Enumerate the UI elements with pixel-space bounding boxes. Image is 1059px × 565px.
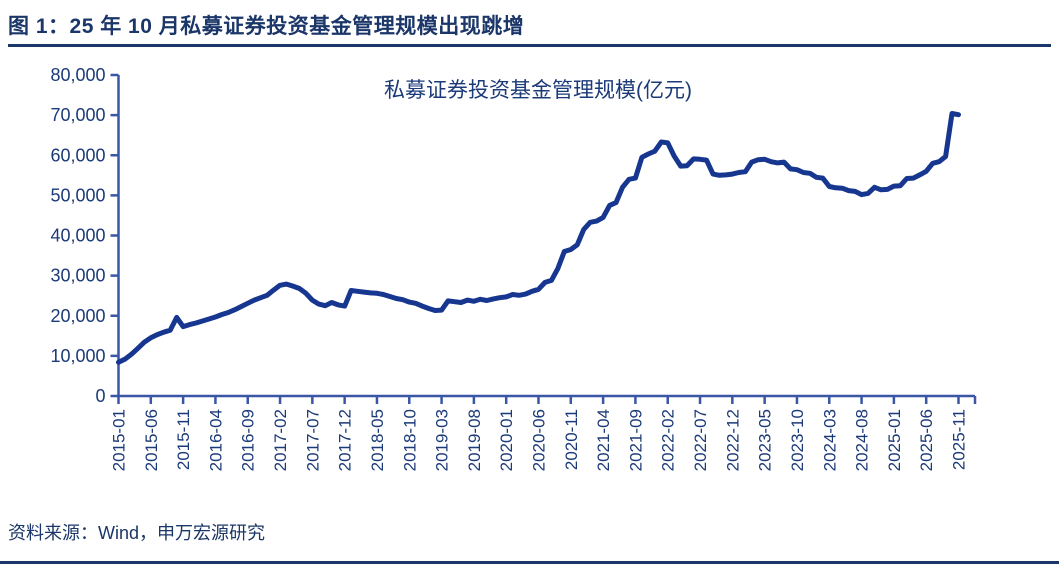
x-tick-label: 2019-08 — [465, 409, 484, 471]
x-tick-label: 2017-07 — [303, 409, 322, 471]
x-tick-label: 2020-01 — [497, 409, 516, 471]
bottom-rule — [0, 561, 1059, 564]
x-tick-label: 2018-05 — [368, 409, 387, 471]
x-tick-label: 2025-06 — [917, 409, 936, 471]
chart-area: 0 10,000 20,000 30,000 40,000 50,000 60,000 70,… — [0, 50, 1059, 510]
x-tick-label: 2025-01 — [885, 409, 904, 471]
y-tick-label: 70,000 — [50, 105, 105, 125]
y-tick-label: 20,000 — [50, 306, 105, 326]
x-tick-label: 2020-06 — [530, 409, 549, 471]
y-tick-label: 80,000 — [50, 65, 105, 85]
x-tick-label: 2015-06 — [142, 409, 161, 471]
x-tick-label: 2022-07 — [691, 409, 710, 471]
line-chart: 0 10,000 20,000 30,000 40,000 50,000 60,000 70,… — [50, 65, 977, 471]
y-tick-label: 60,000 — [50, 145, 105, 165]
x-tick-label: 2023-10 — [788, 409, 807, 471]
y-tick-label: 40,000 — [50, 226, 105, 246]
x-tick-label: 2015-11 — [174, 409, 193, 470]
x-tick-label: 2017-02 — [271, 409, 290, 471]
x-tick-label: 2020-11 — [562, 409, 581, 470]
chart-title: 私募证券投资基金管理规模(亿元) — [384, 79, 692, 102]
x-tick-label: 2018-10 — [400, 409, 419, 471]
y-tick-label: 30,000 — [50, 266, 105, 286]
x-tick-label: 2022-02 — [659, 409, 678, 471]
x-tick-label: 2017-12 — [336, 409, 355, 471]
y-tick-label: 10,000 — [50, 346, 105, 366]
x-tick-label: 2021-04 — [594, 409, 613, 471]
x-tick-label: 2016-04 — [206, 409, 225, 471]
source-text: 资料来源：Wind，申万宏源研究 — [8, 523, 266, 543]
x-tick-label: 2015-01 — [110, 409, 129, 471]
y-tick-label: 0 — [95, 386, 105, 406]
x-tick-label: 2025-11 — [950, 409, 969, 470]
x-tick-label: 2022-12 — [723, 409, 742, 471]
y-tick-label: 50,000 — [50, 185, 105, 205]
x-tick-label: 2019-03 — [433, 409, 452, 471]
x-tick-label: 2016-09 — [239, 409, 258, 471]
series-line — [116, 111, 961, 365]
x-tick-label: 2024-03 — [820, 409, 839, 471]
x-tick-label: 2021-09 — [626, 409, 645, 471]
x-tick-label: 2023-05 — [756, 409, 775, 471]
title-rule — [8, 44, 1051, 47]
figure-title: 图 1：25 年 10 月私募证券投资基金管理规模出现跳增 — [8, 15, 525, 38]
x-tick-label: 2024-08 — [853, 409, 872, 471]
